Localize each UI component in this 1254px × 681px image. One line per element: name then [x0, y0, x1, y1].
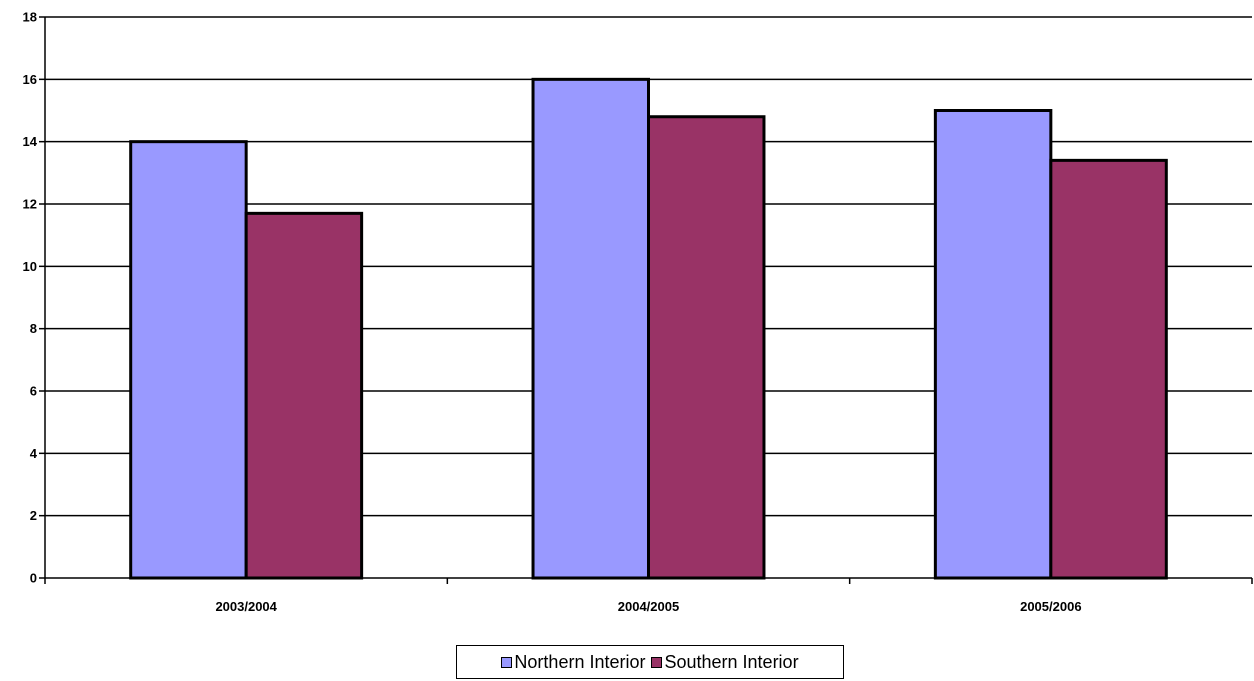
y-tick-label: 4 — [30, 446, 38, 461]
legend-swatch-southern-interior — [651, 656, 663, 668]
bar-northern-interior-2004-2005 — [531, 77, 650, 580]
bar-southern-interior-2005-2006 — [1049, 158, 1168, 580]
legend-item-southern-interior: Southern Interior — [651, 651, 799, 673]
legend-label-northern-interior: Northern Interior — [514, 651, 646, 672]
y-tick-label: 16 — [23, 72, 37, 87]
legend: Northern Interior Southern Interior — [456, 645, 844, 679]
bar-southern-interior-2003-2004 — [244, 211, 364, 580]
legend-item-northern-interior: Northern Interior — [501, 652, 645, 673]
y-tick-label: 8 — [30, 321, 37, 336]
x-tick-label: 2003/2004 — [215, 599, 277, 614]
axes — [44, 17, 1252, 579]
x-tick-label: 2005/2006 — [1020, 599, 1081, 614]
y-tick-label: 6 — [30, 384, 37, 399]
y-tick-label: 0 — [30, 571, 37, 586]
legend-label-southern-interior: Southern Interior — [664, 651, 799, 672]
x-tick-label: 2004/2005 — [618, 599, 679, 614]
y-axis-ticks: 0 2 4 6 8 10 12 14 16 18 — [23, 10, 45, 586]
y-tick-label: 18 — [23, 10, 37, 25]
bar-northern-interior-2005-2006 — [933, 109, 1053, 580]
bars — [129, 77, 1168, 580]
legend-swatch-northern-interior — [501, 656, 513, 668]
y-tick-label: 10 — [23, 259, 37, 274]
y-tick-label: 14 — [23, 134, 38, 149]
y-tick-label: 2 — [30, 508, 37, 523]
y-tick-label: 12 — [23, 197, 37, 212]
bar-southern-interior-2004-2005 — [647, 115, 766, 580]
x-axis-ticks: 2003/2004 2004/2005 2005/2006 — [44, 578, 1253, 614]
bar-northern-interior-2003-2004 — [129, 140, 248, 580]
